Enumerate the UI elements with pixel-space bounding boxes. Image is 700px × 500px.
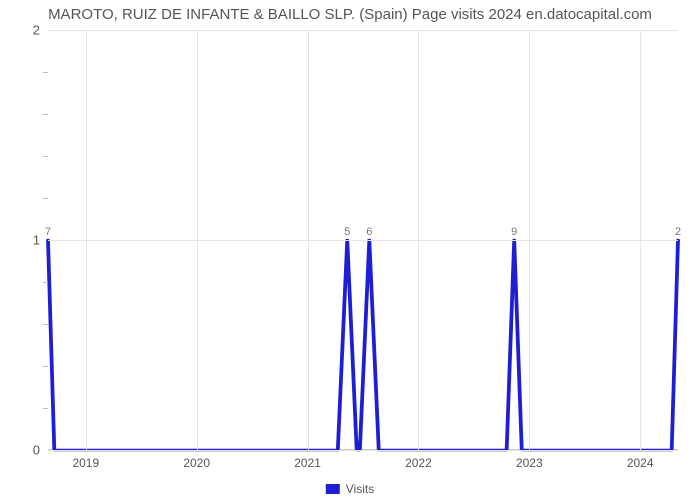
- y-tick-label: 2: [33, 23, 40, 38]
- gridline-v: [529, 30, 530, 450]
- gridline-h: [48, 240, 678, 241]
- y-minor-tick: [43, 72, 48, 73]
- y-minor-tick: [43, 156, 48, 157]
- gridline-v: [308, 30, 309, 450]
- gridline-h: [48, 450, 678, 451]
- chart-container: MAROTO, RUIZ DE INFANTE & BAILLO SLP. (S…: [0, 0, 700, 500]
- y-minor-tick: [43, 114, 48, 115]
- value-label: 6: [366, 226, 372, 238]
- x-tick-label: 2021: [294, 456, 321, 470]
- y-minor-tick: [43, 324, 48, 325]
- y-tick-label: 0: [33, 443, 40, 458]
- gridline-v: [86, 30, 87, 450]
- y-minor-tick: [43, 366, 48, 367]
- chart-title: MAROTO, RUIZ DE INFANTE & BAILLO SLP. (S…: [0, 0, 700, 23]
- gridline-v: [418, 30, 419, 450]
- y-tick-label: 1: [33, 233, 40, 248]
- value-label: 2: [675, 226, 681, 238]
- y-minor-tick: [43, 408, 48, 409]
- y-minor-tick: [43, 282, 48, 283]
- x-tick-label: 2022: [405, 456, 432, 470]
- x-tick-label: 2020: [183, 456, 210, 470]
- x-tick-label: 2024: [627, 456, 654, 470]
- legend-label: Visits: [346, 482, 374, 496]
- x-tick-label: 2023: [516, 456, 543, 470]
- value-label: 9: [511, 226, 517, 238]
- x-tick-label: 2019: [72, 456, 99, 470]
- legend: Visits: [326, 482, 374, 496]
- gridline-v: [640, 30, 641, 450]
- value-label: 5: [344, 226, 350, 238]
- legend-swatch: [326, 484, 340, 494]
- y-minor-tick: [43, 198, 48, 199]
- value-label: 7: [45, 226, 51, 238]
- gridline-v: [197, 30, 198, 450]
- gridline-h: [48, 30, 678, 31]
- plot-area: 01220192020202120222023202475692: [48, 30, 678, 450]
